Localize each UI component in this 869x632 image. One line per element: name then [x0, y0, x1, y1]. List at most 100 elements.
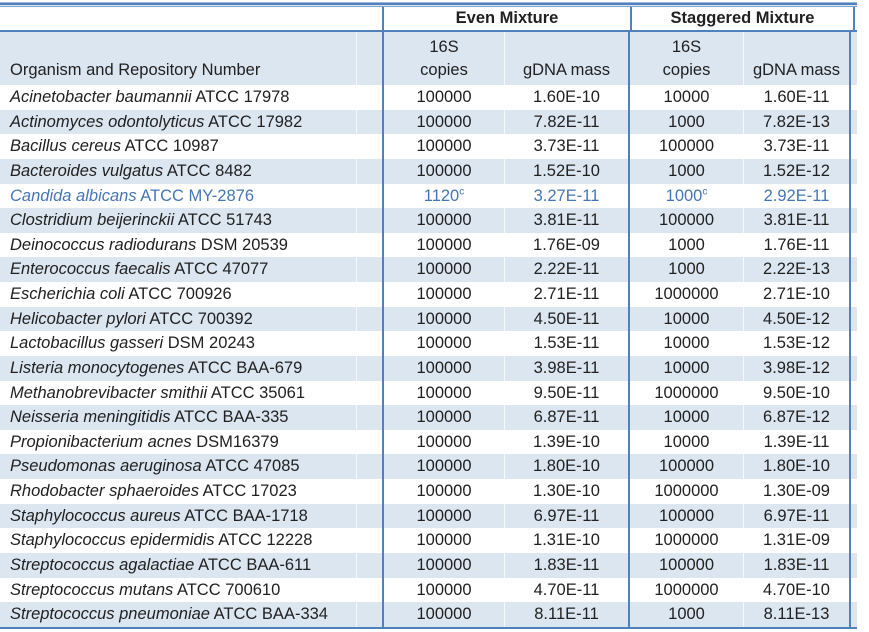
even-16s-copies-header-line1: 16S: [429, 38, 459, 56]
even-16s-copies-value: 100000: [416, 235, 472, 254]
repository-number: ATCC BAA-1718: [184, 506, 308, 525]
staggered-gdna-mass-cell: 1.83E-11: [743, 552, 851, 578]
organism-name: Pseudomonas aeruginosa: [10, 457, 202, 476]
even-gdna-mass-value: 1.80E-10: [533, 457, 600, 476]
even-16s-copies-cell: 1120c: [382, 183, 504, 209]
even-gdna-mass-value: 3.73E-11: [533, 137, 600, 156]
staggered-gdna-mass-cell: 1.30E-09: [743, 479, 851, 504]
organism-name: Deinococcus radiodurans: [10, 235, 197, 254]
staggered-gdna-mass-cell: 1.76E-11: [743, 232, 851, 258]
even-16s-copies-cell: 100000: [382, 528, 504, 553]
even-gdna-mass-cell: 1.31E-10: [504, 528, 628, 553]
table-row: Streptococcus mutans ATCC 700610 100000 4.…: [0, 577, 857, 603]
spacer-cell: [356, 454, 382, 479]
organism-name: Staphylococcus epidermidis: [10, 531, 215, 550]
even-16s-copies-value: 100000: [416, 482, 472, 500]
table-row: Methanobrevibacter smithii ATCC 35061 100…: [0, 380, 857, 406]
spacer-cell: [356, 257, 382, 282]
organism-cell: Bacillus cereus ATCC 10987: [0, 134, 356, 159]
staggered-gdna-mass-value: 4.50E-12: [763, 309, 830, 328]
even-16s-copies-value: 100000: [416, 506, 472, 525]
spacer-cell: [356, 380, 382, 406]
even-16s-copies-value: 100000: [416, 408, 472, 427]
staggered-16s-copies-cell: 10000: [628, 355, 743, 381]
staggered-16s-copies-cell: 1000: [628, 232, 743, 258]
even-gdna-mass-value: 7.82E-11: [533, 112, 600, 131]
repository-number: ATCC 12228: [218, 531, 313, 550]
staggered-16s-copies-cell: 100000: [628, 503, 743, 529]
staggered-gdna-mass-value: 3.81E-11: [763, 211, 830, 230]
even-mixture-group-header: Even Mixture: [382, 7, 630, 30]
repository-number: ATCC 47077: [174, 260, 269, 279]
staggered-16s-copies-header-line1: 16S: [671, 38, 702, 56]
staggered-16s-copies-value: 1000000: [654, 482, 719, 500]
organism-name: Rhodobacter sphaeroides: [10, 482, 199, 500]
staggered-gdna-mass-cell: 3.81E-11: [743, 208, 851, 233]
staggered-16s-copies-value: 100000: [658, 211, 715, 230]
even-gdna-mass-value: 1.83E-11: [533, 555, 600, 574]
spacer-cell: [356, 158, 382, 184]
organism-name: Streptococcus mutans: [10, 580, 174, 599]
even-16s-copies-cell: 100000: [382, 109, 504, 135]
group-header-row: Even Mixture Staggered Mixture: [0, 7, 857, 30]
staggered-16s-copies-cell: 100000: [628, 454, 743, 479]
even-16s-copies-value: 100000: [416, 309, 472, 328]
spacer-cell: [356, 7, 382, 30]
spacer-cell: [356, 503, 382, 529]
even-16s-copies-value: 100000: [416, 285, 472, 303]
even-16s-copies-cell: 100000: [382, 577, 504, 603]
even-gdna-mass-value: 3.27E-11: [533, 186, 600, 205]
staggered-16s-copies-value: 100000: [658, 137, 715, 156]
table-row: Enterococcus faecalis ATCC 47077 100000 2.…: [0, 257, 857, 282]
repository-number: DSM 20243: [167, 334, 255, 353]
even-gdna-mass-cell: 1.52E-10: [504, 158, 628, 184]
staggered-16s-copies-cell: 1000000: [628, 282, 743, 307]
organism-cell: Enterococcus faecalis ATCC 47077: [0, 257, 356, 282]
staggered-gdna-mass-value: 1.80E-10: [763, 457, 830, 476]
even-16s-copies-header: 16S copies: [382, 32, 504, 85]
spacer-cell: [356, 405, 382, 430]
staggered-16s-copies-cell: 10000: [628, 429, 743, 455]
table-row: Bacteroides vulgatus ATCC 8482 100000 1.52…: [0, 158, 857, 184]
repository-number: ATCC 700392: [149, 309, 253, 328]
staggered-16s-copies-header-line2: copies: [662, 61, 711, 79]
even-gdna-mass-value: 3.98E-11: [533, 358, 600, 377]
repository-number: ATCC 35061: [210, 383, 306, 402]
staggered-mixture-group-header: Staggered Mixture: [630, 7, 855, 30]
table-row: Clostridium beijerinckii ATCC 51743 10000…: [0, 208, 857, 233]
repository-number: ATCC 47085: [205, 457, 300, 476]
staggered-16s-copies-cell: 1000: [628, 109, 743, 135]
repository-number: ATCC 17023: [202, 482, 297, 500]
spacer-cell: [356, 577, 382, 603]
even-gdna-mass-value: 1.53E-11: [533, 334, 600, 353]
organism-name: Streptococcus pneumoniae: [10, 605, 210, 624]
staggered-gdna-mass-header: gDNA mass: [743, 32, 851, 85]
staggered-gdna-mass-value: 3.98E-12: [763, 358, 830, 377]
even-16s-copies-value: 100000: [416, 112, 472, 131]
table-row: Rhodobacter sphaeroides ATCC 17023 100000…: [0, 479, 857, 504]
even-16s-copies-value: 100000: [416, 358, 472, 377]
even-gdna-mass-value: 1.60E-10: [533, 88, 600, 106]
even-gdna-mass-cell: 3.81E-11: [504, 208, 628, 233]
staggered-copies-footnote: c: [702, 186, 708, 197]
staggered-16s-copies-value: 10000: [663, 88, 710, 106]
organism-name: Clostridium beijerinckii: [10, 211, 175, 230]
staggered-gdna-mass-cell: 2.71E-10: [743, 282, 851, 307]
organism-cell: Propionibacterium acnes DSM16379: [0, 430, 356, 455]
repository-number: ATCC 10987: [124, 137, 219, 156]
even-16s-copies-value: 100000: [416, 383, 472, 402]
organism-name: Enterococcus faecalis: [10, 260, 171, 279]
table-row: Streptococcus pneumoniae ATCC BAA-334 100…: [0, 602, 857, 627]
organism-name: Helicobacter pylori: [10, 309, 146, 328]
staggered-gdna-mass-cell: 1.52E-12: [743, 158, 851, 184]
spacer-cell: [356, 85, 382, 110]
staggered-16s-copies-cell: 100000: [628, 552, 743, 578]
even-gdna-mass-cell: 8.11E-11: [504, 602, 628, 627]
staggered-16s-copies-value: 1000000: [654, 285, 719, 303]
repository-number: ATCC 8482: [166, 161, 252, 180]
organism-cell: Actinomyces odontolyticus ATCC 17982: [0, 110, 356, 135]
even-gdna-mass-cell: 2.22E-11: [504, 257, 628, 282]
even-16s-copies-cell: 100000: [382, 208, 504, 233]
even-16s-copies-value: 1120: [423, 186, 460, 205]
even-16s-copies-cell: 100000: [382, 134, 504, 159]
